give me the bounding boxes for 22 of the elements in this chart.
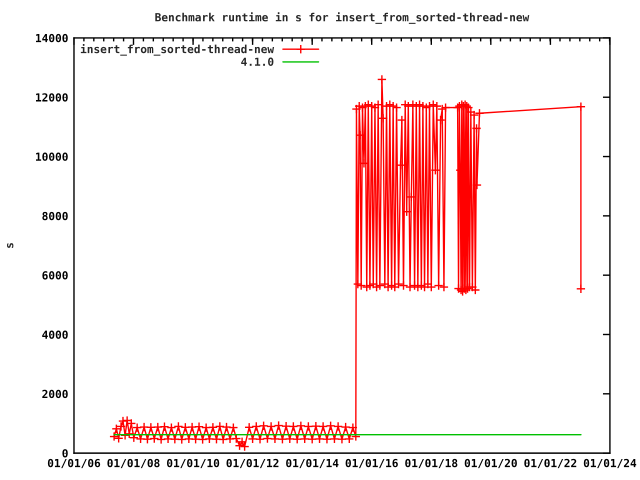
y-tick-label: 2000 xyxy=(42,390,68,398)
y-tick-label: 10000 xyxy=(36,152,68,161)
x-tick-label: 01/01/10 xyxy=(167,458,220,468)
legend-label: 4.1.0 xyxy=(241,58,274,66)
y-tick-label: 14000 xyxy=(36,34,68,42)
x-tick-label: 01/01/22 xyxy=(524,458,576,468)
x-tick-label: 01/01/16 xyxy=(346,458,398,468)
x-tick-label: 01/01/12 xyxy=(226,458,278,468)
legend-label: insert_from_sorted-thread-new xyxy=(80,44,274,56)
y-tick-label: 0 xyxy=(62,449,68,458)
y-tick-label: 12000 xyxy=(36,93,68,102)
x-tick-label: 01/01/08 xyxy=(107,458,160,468)
x-tick-label: 01/01/20 xyxy=(464,458,517,468)
x-tick-label: 01/01/06 xyxy=(48,458,100,468)
x-tick-label: 01/01/24 xyxy=(584,458,636,468)
x-tick-label: 01/01/18 xyxy=(405,458,458,468)
y-tick-label: 8000 xyxy=(42,212,68,220)
y-tick-label: 4000 xyxy=(42,330,68,339)
chart-title: Benchmark runtime in s for insert_from_sorted-thread-new xyxy=(155,12,530,24)
x-tick-label: 01/01/14 xyxy=(286,458,338,468)
y-axis-title: s xyxy=(7,243,14,248)
y-tick-label: 6000 xyxy=(42,271,68,280)
